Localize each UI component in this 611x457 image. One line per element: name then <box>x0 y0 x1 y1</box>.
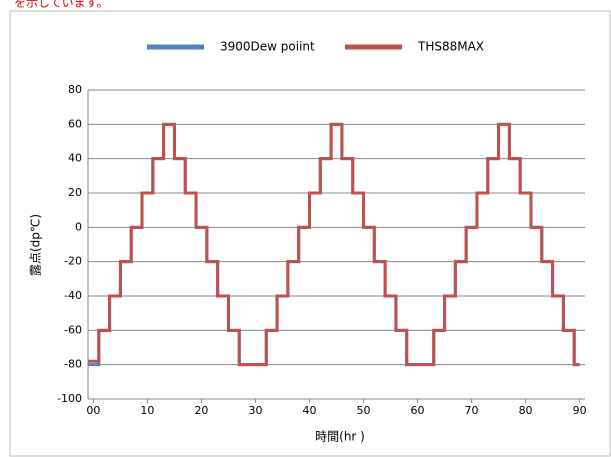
y-tick-label: -80 <box>64 358 82 371</box>
x-tick-label: 60 <box>411 404 425 417</box>
caption: を示しています。 <box>14 0 108 10</box>
chart-frame <box>9 10 611 457</box>
x-tick-label: 80 <box>519 404 533 417</box>
legend-label: 3900Dew poiint <box>220 40 315 54</box>
x-tick-label: 90 <box>573 404 587 417</box>
y-tick-label: 80 <box>68 83 82 96</box>
y-axis-title: 露点(dp℃) <box>29 214 43 276</box>
y-tick-label: 40 <box>68 152 82 165</box>
legend-label: THS88MAX <box>417 40 484 54</box>
series-line <box>88 122 580 367</box>
x-tick-label: 20 <box>194 404 208 417</box>
x-tick-label: 30 <box>248 404 262 417</box>
x-tick-label: 50 <box>357 404 371 417</box>
x-tick-label: 10 <box>140 404 154 417</box>
y-tick-label: 60 <box>68 117 82 130</box>
x-tick-label: 00 <box>86 404 100 417</box>
x-axis-title: 時間(hr ) <box>315 430 365 444</box>
y-tick-label: 0 <box>75 220 82 233</box>
y-tick-label: -60 <box>64 323 82 336</box>
y-tick-label: -40 <box>64 289 82 302</box>
y-tick-label: -100 <box>57 392 82 405</box>
x-tick-label: 70 <box>465 404 479 417</box>
x-tick-label: 40 <box>302 404 316 417</box>
y-tick-label: -20 <box>64 255 82 268</box>
y-tick-label: 20 <box>68 186 82 199</box>
